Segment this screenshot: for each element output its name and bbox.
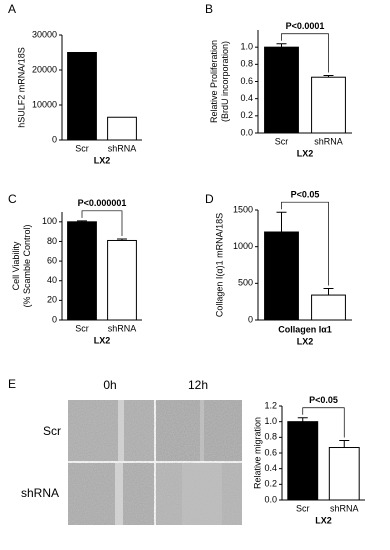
wound-edge	[200, 400, 204, 461]
y-tick-label: 1.0	[264, 416, 277, 426]
bar	[287, 421, 319, 501]
bar	[67, 221, 97, 321]
column-label: 12h	[188, 378, 208, 392]
annotation: P<0.05	[291, 190, 320, 200]
x-tick-label: Scr	[296, 503, 310, 513]
annotation: P<0.000001	[78, 198, 127, 208]
x-axis-label: Collagen Iα1	[278, 324, 332, 334]
y-axis-label: (BrdU incorporation)	[220, 41, 230, 122]
bar	[67, 52, 97, 141]
y-tick-label: 30000	[32, 29, 57, 39]
significance-bracket	[302, 407, 345, 438]
error-bar	[77, 220, 87, 222]
y-tick-label: 0	[52, 134, 57, 144]
bar	[328, 447, 360, 501]
y-tick-label: 0.4	[240, 93, 253, 103]
x-axis-label: LX2	[94, 335, 111, 345]
row-label: Scr	[43, 424, 61, 438]
y-tick-label: 0.8	[264, 432, 277, 442]
column-label: 0h	[103, 378, 116, 392]
y-tick-label: 20000	[32, 64, 57, 74]
wound-area	[182, 463, 222, 525]
panel-letter: B	[205, 2, 213, 16]
error-bar	[339, 439, 350, 448]
x-axis-label: LX2	[315, 515, 332, 525]
x-axis-label: LX2	[94, 155, 111, 165]
y-axis-label: Relative Proliferation	[209, 40, 219, 123]
x-tick-label: shRNA	[330, 503, 359, 513]
wound-edge	[115, 463, 123, 525]
y-tick-label: 0	[248, 314, 253, 324]
y-tick-label: 0.2	[264, 479, 277, 489]
significance-bracket	[81, 210, 123, 236]
error-bar	[276, 211, 287, 232]
y-tick-label: 0.0	[240, 127, 253, 137]
panel-letter: A	[8, 2, 16, 16]
bar	[264, 46, 299, 134]
bar	[107, 239, 137, 321]
panel-letter: C	[8, 192, 17, 206]
y-axis-label: hSULF2 mRNA/18S	[16, 47, 26, 128]
y-tick-label: 1.2	[264, 400, 277, 410]
x-tick-label: shRNA	[108, 143, 137, 153]
bar	[311, 294, 346, 321]
y-tick-label: 0.8	[240, 59, 253, 69]
error-bar	[323, 287, 334, 296]
x-axis-label: LX2	[297, 148, 314, 158]
x-tick-label: shRNA	[108, 323, 137, 333]
y-tick-label: 1000	[233, 241, 253, 251]
y-tick-label: 20	[47, 295, 57, 305]
y-tick-label: 1500	[233, 204, 253, 214]
y-tick-label: 500	[238, 278, 253, 288]
y-tick-label: 0.6	[240, 76, 253, 86]
panel-letter: D	[205, 192, 214, 206]
error-bar	[297, 417, 308, 422]
row-label: shRNA	[21, 486, 59, 500]
y-tick-label: 0.4	[264, 463, 277, 473]
y-tick-label: 40	[47, 275, 57, 285]
bar	[311, 76, 346, 134]
x-tick-label: Scr	[75, 323, 89, 333]
error-bar	[323, 74, 334, 78]
y-axis-label: Collagen I(α)1 mRNA/18S	[214, 213, 224, 317]
x-axis-label: LX2	[297, 336, 314, 346]
y-tick-label: 80	[47, 236, 57, 246]
bar	[107, 116, 137, 141]
error-bar	[117, 238, 127, 241]
y-tick-label: 0	[52, 314, 57, 324]
annotation: P<0.05	[309, 395, 338, 405]
x-tick-label: shRNA	[314, 136, 343, 146]
panel-letter: E	[8, 377, 16, 391]
y-tick-label: 0.6	[264, 447, 277, 457]
y-axis-label: Cell Viability	[11, 241, 21, 290]
y-axis-label: (% Scamble Control)	[22, 224, 32, 307]
wound-edge	[118, 400, 124, 461]
significance-bracket	[281, 201, 329, 286]
significance-bracket	[281, 33, 329, 73]
x-tick-label: Scr	[275, 136, 289, 146]
y-axis-label: Relative migration	[252, 417, 262, 489]
error-bar	[276, 43, 287, 48]
y-tick-label: 100	[42, 216, 57, 226]
bar	[264, 231, 299, 321]
y-tick-label: 1.0	[240, 42, 253, 52]
annotation: P<0.0001	[286, 21, 325, 31]
micrographs: 0h 12h Scr shRNA	[21, 378, 242, 525]
x-tick-label: Scr	[75, 143, 89, 153]
y-tick-label: 0.0	[264, 494, 277, 504]
y-tick-label: 0.2	[240, 110, 253, 120]
y-tick-label: 10000	[32, 99, 57, 109]
y-tick-label: 60	[47, 255, 57, 265]
